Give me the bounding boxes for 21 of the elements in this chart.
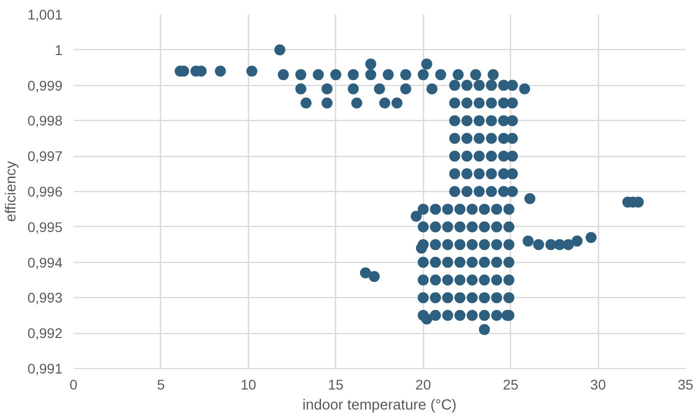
y-tick-label: 0,993 (27, 290, 63, 306)
x-tick-label: 10 (240, 376, 256, 392)
y-tick-label: 0,996 (27, 184, 63, 200)
x-tick-label: 0 (70, 376, 78, 392)
y-tick-label: 0,997 (27, 148, 63, 164)
x-tick-label: 15 (328, 376, 344, 392)
x-tick-label: 25 (502, 376, 519, 392)
x-tick-label: 30 (590, 376, 606, 392)
y-tick-label: 0,998 (27, 112, 63, 129)
y-tick-label: 0,995 (27, 218, 63, 235)
y-axis-title: efficiency (3, 160, 20, 222)
y-tick-label: 0,992 (27, 325, 63, 342)
y-tick-label: 0,999 (27, 77, 63, 94)
x-axis-title: indoor temperature (°C) (302, 398, 457, 414)
y-tick-label: 0,991 (27, 360, 63, 376)
y-tick-label: 0,994 (27, 254, 63, 270)
x-tick-label: 5 (157, 376, 166, 392)
x-tick-label: 20 (415, 376, 432, 392)
x-tick-label: 35 (678, 376, 694, 392)
y-tick-label: 1,001 (27, 6, 63, 22)
y-tick-label: 1 (54, 42, 63, 58)
